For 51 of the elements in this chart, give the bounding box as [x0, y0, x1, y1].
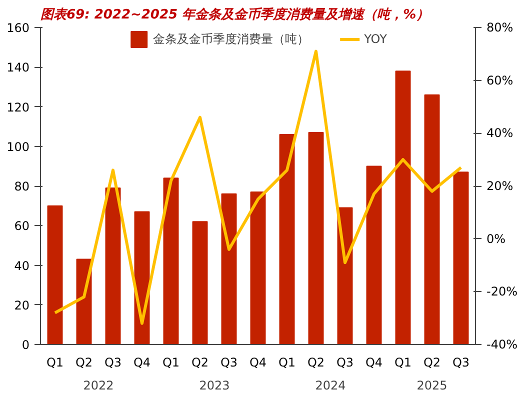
bar [453, 172, 469, 344]
y-tick-label: 20 [14, 298, 30, 312]
bar [424, 94, 440, 344]
bar [192, 221, 208, 344]
x-tick-label: Q1 [278, 356, 296, 370]
legend-label: 金条及金币季度消费量（吨） [153, 30, 310, 48]
text: 2024 [315, 378, 346, 392]
x-tick-label: Q2 [191, 356, 209, 370]
x-tick-label: Q4 [133, 356, 151, 370]
x-tick-label: Q2 [307, 356, 325, 370]
y-tick-label: 120 [6, 100, 30, 114]
y2-tick-label: 40% [486, 126, 514, 140]
y2-tick-label: 0% [486, 232, 506, 246]
text: 2025 [416, 378, 448, 392]
x-tick-label: Q2 [423, 356, 441, 370]
bar [308, 132, 324, 344]
y-tick-label: 60 [14, 219, 30, 234]
y-tick-label: 100 [6, 140, 30, 154]
bar [395, 70, 411, 344]
y2-tick-label: 60% [486, 73, 514, 88]
x-tick-label: Q3 [220, 356, 238, 370]
chart-title: 图表69: 2022~2025 年金条及金币季度消费量及增速（吨，%） [40, 6, 430, 22]
x-tick-label: Q2 [75, 356, 93, 370]
y2-tick-label: -20% [486, 284, 518, 299]
bar [366, 166, 382, 344]
bar [279, 134, 295, 344]
text: 2022 [83, 378, 114, 392]
x-tick-label: Q4 [365, 356, 383, 370]
y-tick-label: 80 [14, 180, 30, 194]
y2-tick-label: -40% [486, 338, 518, 352]
x-tick-label: Q1 [162, 356, 180, 370]
y-tick-label: 0 [22, 338, 30, 352]
y-tick-label: 160 [6, 21, 30, 35]
x-tick-label: Q4 [249, 356, 267, 370]
bar [250, 191, 266, 344]
y-tick-label: 40 [14, 258, 30, 273]
x-tick-label: Q3 [336, 356, 354, 370]
y2-tick-label: 20% [486, 179, 514, 193]
y2-tick-label: 80% [486, 20, 514, 34]
bar [163, 178, 179, 344]
x-tick-label: Q1 [394, 356, 412, 370]
bar [221, 193, 237, 344]
bar [47, 205, 63, 344]
line-series [54, 50, 462, 325]
x-tick-label: Q3 [452, 356, 470, 370]
text: 2023 [199, 378, 230, 392]
legend-label: YOY [364, 32, 387, 46]
x-tick-label: Q3 [104, 356, 122, 370]
y-tick-label: 140 [6, 60, 30, 75]
x-tick-label: Q1 [46, 356, 64, 370]
bar [105, 187, 121, 344]
